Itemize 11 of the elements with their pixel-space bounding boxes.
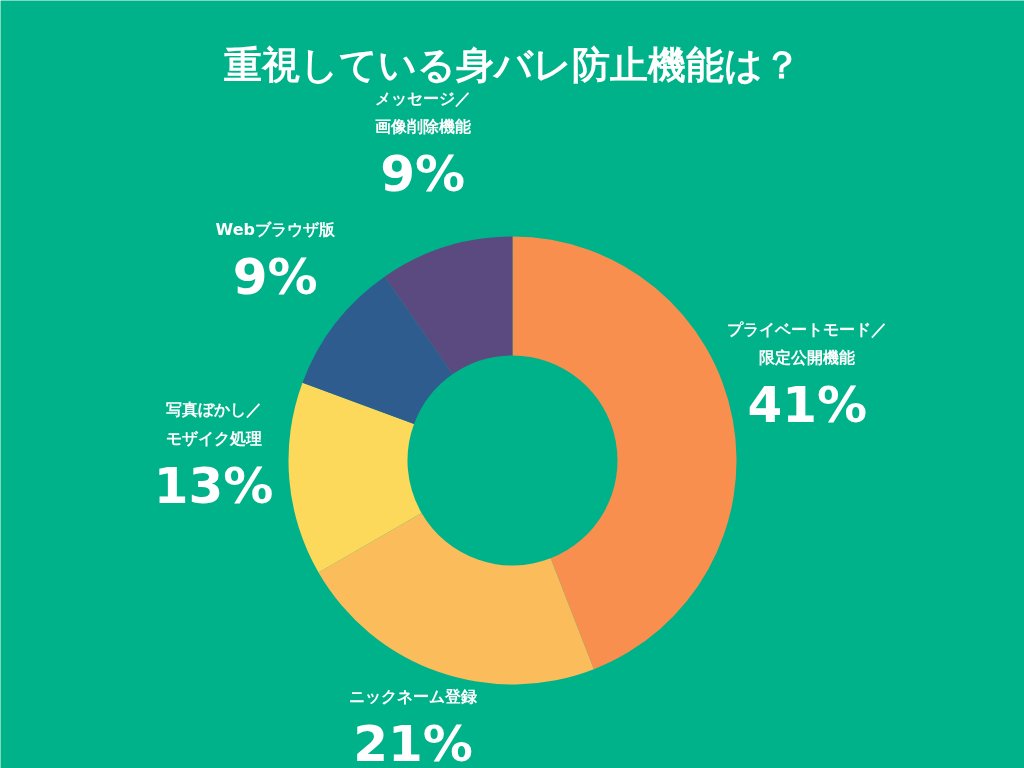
slice-label: Webブラウザ版 (215, 219, 336, 239)
data-label: 41% (747, 376, 868, 435)
data-label: 9% (380, 145, 466, 204)
slice-label: ニックネーム登録 (349, 686, 478, 706)
slice-label: メッセージ／画像削除機能 (374, 88, 471, 137)
data-label: 13% (153, 456, 274, 515)
chart-title: 重視している身バレ防止機能は？ (224, 42, 801, 87)
data-label: 21% (353, 714, 473, 768)
slice-label: プライベートモード／限定公開機能 (727, 319, 888, 368)
data-label: 9% (232, 247, 318, 306)
slice-label: 写真ぼかし／モザイク処理 (165, 400, 262, 448)
